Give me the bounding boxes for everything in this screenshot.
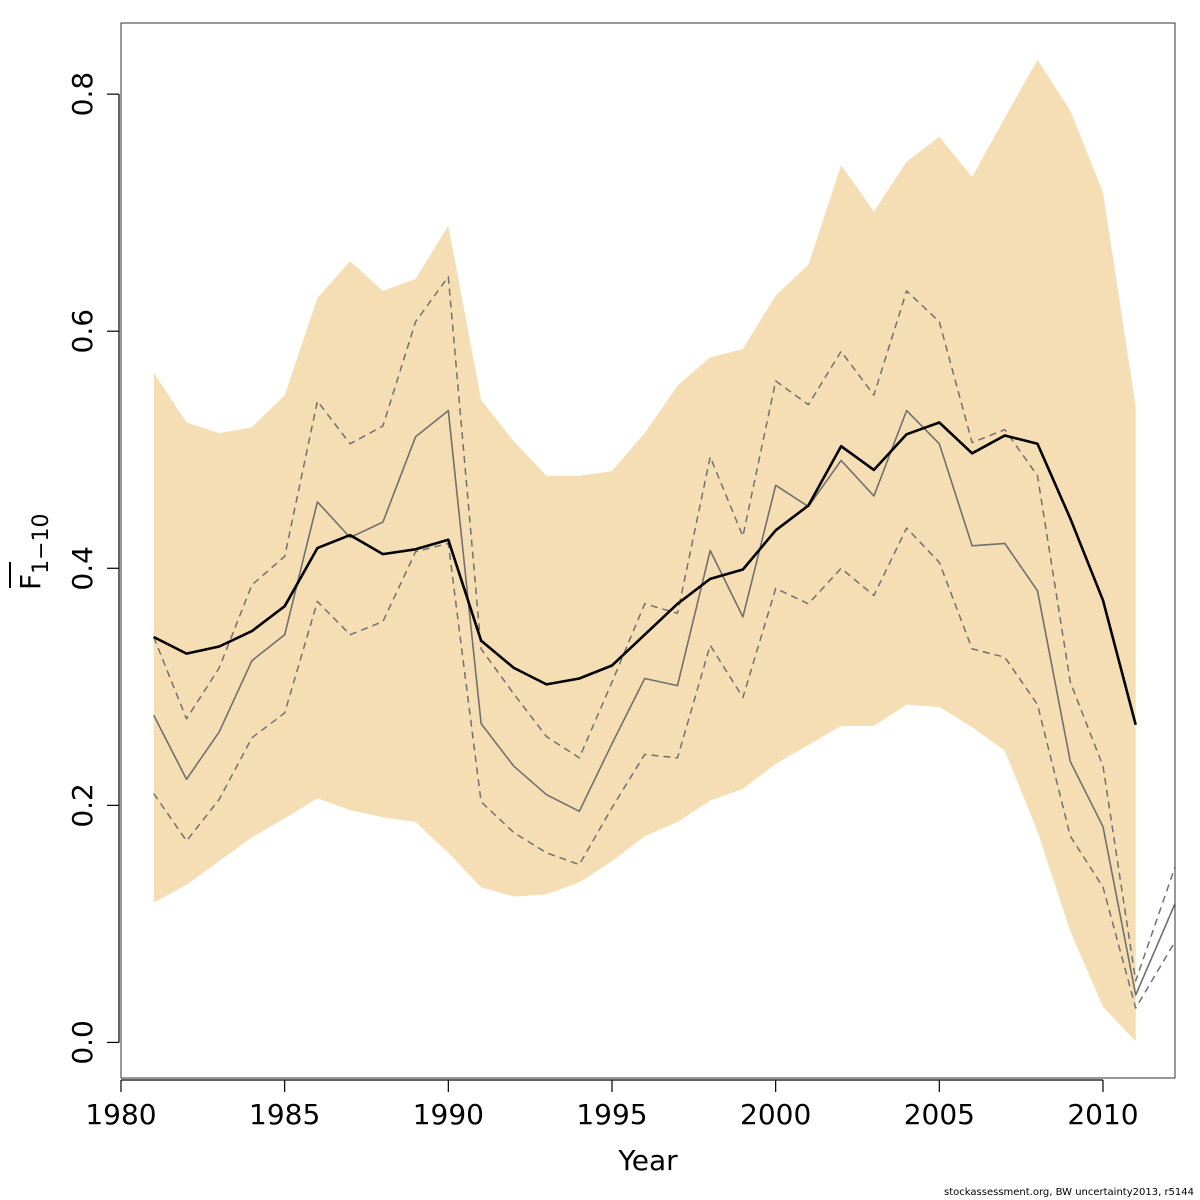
y-axis-label-base: F bbox=[14, 574, 47, 590]
x-axis: 1980 1985 1990 1995 2000 2005 2010 bbox=[85, 1079, 1139, 1131]
x-tick-label: 1985 bbox=[249, 1098, 320, 1131]
credit-text: stockassessment.org, BW uncertainty2013,… bbox=[944, 1187, 1194, 1198]
y-axis: 0.0 0.2 0.4 0.6 0.8 bbox=[66, 72, 120, 1065]
uncertainty-band bbox=[153, 59, 1136, 1042]
x-tick-label: 2010 bbox=[1067, 1098, 1138, 1131]
band-layer bbox=[153, 59, 1136, 1042]
x-tick-label: 1990 bbox=[413, 1098, 484, 1131]
svg-text:F1−10: F1−10 bbox=[14, 513, 54, 590]
x-axis-label: Year bbox=[617, 1144, 678, 1177]
series-line-lower-quartile bbox=[153, 527, 1175, 1009]
y-tick-label: 0.8 bbox=[66, 72, 99, 117]
x-tick-label: 1995 bbox=[576, 1098, 647, 1131]
y-axis-label-subscript: 1−10 bbox=[29, 513, 54, 573]
x-tick-label: 1980 bbox=[85, 1098, 156, 1131]
y-axis-label: F1−10 bbox=[9, 513, 54, 590]
plot-frame bbox=[120, 22, 1176, 1079]
y-tick-label: 0.0 bbox=[66, 1020, 99, 1065]
y-tick-label: 0.2 bbox=[66, 783, 99, 828]
series-layer bbox=[152, 275, 1175, 1009]
series-line-upper-quartile bbox=[153, 275, 1175, 982]
x-tick-label: 2005 bbox=[904, 1098, 975, 1131]
y-tick-label: 0.4 bbox=[66, 546, 99, 591]
x-tick-label: 2000 bbox=[740, 1098, 811, 1131]
series-line-estimate bbox=[153, 421, 1137, 726]
series-line-median bbox=[152, 409, 1175, 996]
y-tick-label: 0.6 bbox=[66, 309, 99, 354]
